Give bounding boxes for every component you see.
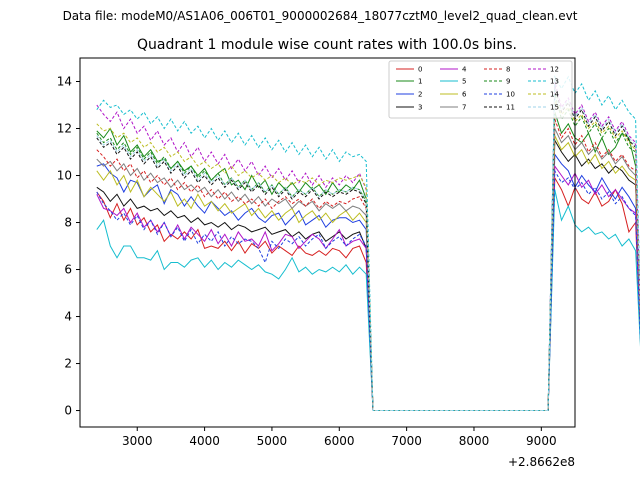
legend-label-4: 4: [462, 66, 467, 74]
x-tick-label: 5000: [257, 434, 288, 448]
x-tick-label: 7000: [391, 434, 422, 448]
figure-suptitle: Data file: modeM0/AS1A06_006T01_90000026…: [63, 9, 578, 23]
legend-label-10: 10: [506, 91, 515, 99]
plot-frame: [79, 57, 576, 428]
chart-title: Quadrant 1 module wise count rates with …: [137, 37, 517, 53]
legend-label-14: 14: [550, 91, 559, 99]
y-tick-label: 14: [57, 75, 72, 89]
series-line-13: [96, 74, 640, 411]
y-tick-label: 8: [64, 216, 72, 230]
series-line-15: [96, 96, 640, 411]
x-tick-label: 4000: [189, 434, 220, 448]
x-tick-label: 6000: [324, 434, 355, 448]
legend-label-12: 12: [550, 66, 559, 74]
legend-label-0: 0: [418, 66, 422, 74]
legend-label-9: 9: [506, 78, 510, 86]
legend-label-13: 13: [550, 78, 559, 86]
legend-label-1: 1: [418, 78, 422, 86]
legend-label-2: 2: [418, 91, 422, 99]
legend-label-5: 5: [462, 78, 466, 86]
y-tick-label: 12: [57, 122, 72, 136]
legend-frame: [388, 60, 573, 119]
series-line-11: [96, 86, 640, 411]
y-tick-label: 0: [64, 404, 72, 418]
legend-label-11: 11: [506, 104, 515, 112]
x-offset-label: +2.8662e8: [508, 455, 575, 469]
legend-label-3: 3: [418, 104, 422, 112]
series-line-10: [96, 168, 640, 411]
series-layer: [96, 74, 640, 411]
legend-label-15: 15: [550, 104, 559, 112]
legend-label-8: 8: [506, 66, 510, 74]
x-tick-label: 8000: [459, 434, 490, 448]
x-tick-label: 9000: [526, 434, 557, 448]
x-tick-label: 3000: [122, 434, 153, 448]
y-tick-label: 10: [57, 169, 72, 183]
y-tick-label: 2: [64, 357, 72, 371]
legend-label-7: 7: [462, 104, 466, 112]
legend-label-6: 6: [462, 91, 467, 99]
y-tick-label: 4: [64, 310, 72, 324]
y-tick-label: 6: [64, 263, 72, 277]
